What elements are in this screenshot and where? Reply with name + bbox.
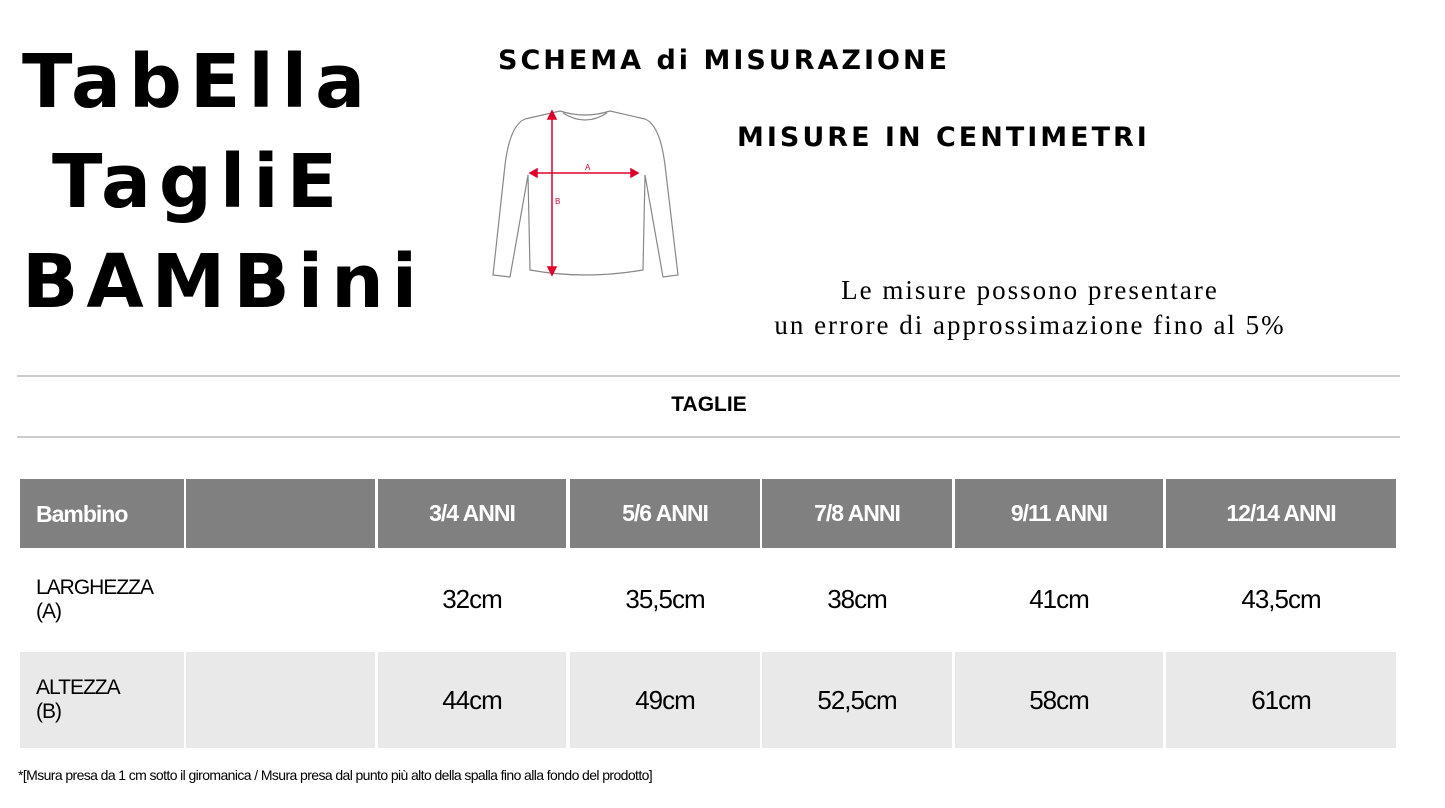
header-cell: 9/11 ANNI — [955, 479, 1163, 548]
value-cell: 41cm — [1029, 584, 1090, 614]
value-cell: 32cm — [442, 584, 503, 614]
footnote: *[Msura presa da 1 cm sotto il giromanic… — [18, 767, 653, 783]
row-label-line: ALTEZZA — [36, 676, 121, 699]
value-cell: 52,5cm — [762, 652, 952, 748]
row-label-line: LARGHEZZA — [36, 575, 154, 599]
value-cell: 43,5cm — [1241, 584, 1321, 614]
header-cell: 5/6 ANNI — [570, 479, 760, 548]
value-cell: 61cm — [1166, 652, 1396, 748]
header-cell: 3/4 ANNI — [378, 479, 566, 548]
value-cell: 38cm — [827, 584, 888, 614]
note-line: Le misure possono presentare — [841, 275, 1219, 305]
title-line: TabElla — [22, 39, 374, 125]
row-label: ALTEZZA (B) — [20, 652, 184, 748]
page-title: TabElla TagliE BAMBini — [22, 32, 425, 332]
note-line: un errore di approssimazione fino al 5% — [774, 310, 1286, 340]
divider — [17, 436, 1400, 438]
row-label: LARGHEZZA (A) — [20, 551, 184, 648]
scheme-title: SCHEMA di MISURAZIONE — [498, 45, 951, 76]
section-title: TAGLIE — [671, 393, 747, 416]
header-cell: 12/14 ANNI — [1166, 479, 1396, 548]
title-line: TagliE — [52, 139, 346, 225]
header-cell: Bambino — [20, 479, 184, 548]
row-label-line: (B) — [36, 700, 62, 723]
divider — [17, 375, 1400, 377]
label-b: B — [555, 197, 560, 206]
label-a: A — [585, 163, 591, 172]
units-title: MISURE IN CENTIMETRI — [737, 122, 1150, 153]
empty-cell — [186, 551, 375, 648]
empty-cell — [186, 652, 375, 748]
header-cell — [186, 479, 375, 548]
row-label-line: (A) — [36, 599, 62, 623]
title-line: BAMBini — [22, 239, 426, 325]
header-cell: 7/8 ANNI — [762, 479, 952, 548]
sweater-diagram: A B — [492, 109, 679, 278]
value-cell: 58cm — [955, 652, 1163, 748]
value-cell: 49cm — [570, 652, 760, 748]
value-cell: 44cm — [378, 652, 566, 748]
value-cell: 35,5cm — [625, 584, 705, 614]
accuracy-note: Le misure possono presentare un errore d… — [680, 273, 1380, 343]
